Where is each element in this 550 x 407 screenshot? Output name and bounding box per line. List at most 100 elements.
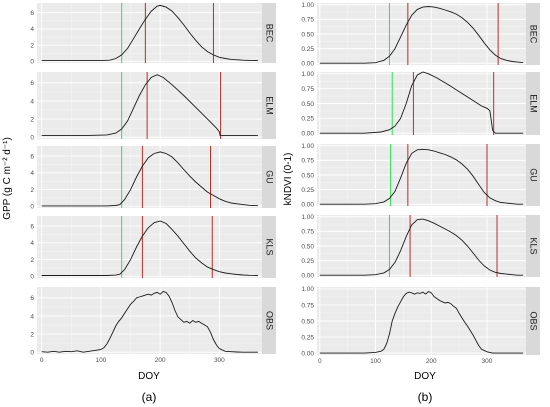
y-tick-label: 0.25 xyxy=(301,334,314,341)
facet-strip xyxy=(526,3,540,65)
facet-a-elm: 0 2 4 6 ELM xyxy=(30,72,276,141)
series-line xyxy=(41,290,258,353)
y-tick-label: 6 xyxy=(30,80,34,87)
facet-strip xyxy=(262,287,276,354)
panel-background xyxy=(37,3,262,63)
y-tick-label: 4 xyxy=(30,240,34,247)
y-tick-label: 2 xyxy=(30,187,34,194)
facet-strip xyxy=(526,287,540,355)
facet-a-obs: 0 2 4 6 OBS 0 100 200 300 xyxy=(30,287,276,364)
facet-b-kls: 0.00 0.25 0.50 0.75 1.00 KLS xyxy=(301,214,540,280)
series-line xyxy=(319,6,524,64)
x-tick-label: 300 xyxy=(482,358,493,365)
y-tick-label: 0.75 xyxy=(301,17,314,24)
x-tick-label: 100 xyxy=(370,358,381,365)
y-tick-label: 0 xyxy=(30,204,34,211)
y-tick-label: 0.00 xyxy=(301,273,314,280)
x-axis-title: DOY xyxy=(414,371,436,382)
x-tick-label: 200 xyxy=(155,357,166,364)
series-line xyxy=(319,218,524,276)
facet-label: GU xyxy=(265,170,275,184)
y-tick-label: 0.00 xyxy=(301,350,314,357)
y-tick-label: 1.00 xyxy=(301,2,314,9)
y-tick-label: 0.50 xyxy=(301,243,314,250)
y-tick-label: 6 xyxy=(30,295,34,302)
series-line xyxy=(319,71,524,134)
facet-label: KLS xyxy=(265,238,275,255)
y-tick-label: 0.25 xyxy=(301,116,314,123)
x-axis-title: DOY xyxy=(138,371,160,382)
facet-strip xyxy=(262,3,276,63)
facet-strip xyxy=(526,215,540,277)
facet-b-gu: 0.00 0.25 0.50 0.75 1.00 GU xyxy=(301,143,540,209)
y-tick-label: 0.00 xyxy=(301,131,314,138)
x-tick-label: 200 xyxy=(426,358,437,365)
facet-label: OBS xyxy=(529,311,539,330)
y-tick-label: 0 xyxy=(30,134,34,141)
y-axis-title: GPP (g C m⁻² d⁻¹) xyxy=(2,137,13,220)
series-line xyxy=(319,290,524,354)
series-line xyxy=(41,74,258,136)
y-tick-label: 6 xyxy=(30,10,34,17)
series-line xyxy=(41,151,258,207)
y-tick-label: 2 xyxy=(30,42,34,49)
y-tick-label: 4 xyxy=(30,26,34,33)
facet-strip xyxy=(262,72,276,139)
y-tick-label: 0 xyxy=(30,274,34,281)
y-tick-label: 1.00 xyxy=(301,214,314,221)
series-line xyxy=(319,148,524,205)
x-tick-label: 0 xyxy=(40,357,44,364)
y-tick-label: 0.75 xyxy=(301,86,314,93)
series-line xyxy=(41,220,258,276)
y-tick-label: 0.25 xyxy=(301,187,314,194)
y-tick-label: 0.00 xyxy=(301,61,314,68)
panel-label: (a) xyxy=(142,390,157,404)
y-tick-label: 2 xyxy=(30,116,34,123)
facet-b-bec: 0.00 0.25 0.50 0.75 1.00 BEC xyxy=(301,2,540,68)
y-tick-label: 0.75 xyxy=(301,158,314,165)
y-axis-title: kNDVI (0-1) xyxy=(283,153,294,206)
facet-b-obs: 0.00 0.25 0.50 0.75 1.00 OBS 0 100 200 300 xyxy=(301,286,540,365)
facet-a-gu: 0 2 4 6 GU xyxy=(30,146,276,211)
y-tick-label: 0 xyxy=(30,349,34,356)
facet-strip xyxy=(262,216,276,278)
series-line xyxy=(41,4,258,62)
facet-a-kls: 0 2 4 6 KLS xyxy=(30,216,276,281)
facet-label: BEC xyxy=(265,24,275,43)
facet-label: ELM xyxy=(529,94,539,113)
facet-label: BEC xyxy=(529,25,539,44)
y-tick-label: 0.50 xyxy=(301,172,314,179)
y-tick-label: 1.00 xyxy=(301,286,314,293)
facet-strip xyxy=(262,146,276,208)
x-tick-label: 100 xyxy=(96,357,107,364)
facet-label: KLS xyxy=(529,237,539,254)
y-tick-label: 0.25 xyxy=(301,46,314,53)
y-tick-label: 0.00 xyxy=(301,202,314,209)
facet-label: ELM xyxy=(265,96,275,115)
facet-label: OBS xyxy=(265,311,275,330)
panel-label: (b) xyxy=(418,390,433,404)
y-tick-label: 4 xyxy=(30,313,34,320)
y-tick-label: 1.00 xyxy=(301,143,314,150)
x-tick-label: 0 xyxy=(318,358,322,365)
panel-background xyxy=(37,287,262,354)
facet-label: GU xyxy=(529,168,539,182)
facet-a-bec: 0 2 4 6 BEC xyxy=(30,3,276,66)
y-tick-label: 0.75 xyxy=(301,302,314,309)
facet-strip xyxy=(526,72,540,135)
facet-strip xyxy=(526,144,540,206)
y-tick-label: 2 xyxy=(30,257,34,264)
y-tick-label: 4 xyxy=(30,98,34,105)
y-tick-label: 0.75 xyxy=(301,229,314,236)
panel-background xyxy=(37,216,262,278)
y-tick-label: 6 xyxy=(30,223,34,230)
y-tick-label: 1.00 xyxy=(301,71,314,78)
y-tick-label: 0.50 xyxy=(301,318,314,325)
y-tick-label: 4 xyxy=(30,170,34,177)
panel-background xyxy=(37,72,262,139)
y-tick-label: 0 xyxy=(30,59,34,66)
y-tick-label: 2 xyxy=(30,331,34,338)
y-tick-label: 0.50 xyxy=(301,31,314,38)
y-tick-label: 0.25 xyxy=(301,258,314,265)
